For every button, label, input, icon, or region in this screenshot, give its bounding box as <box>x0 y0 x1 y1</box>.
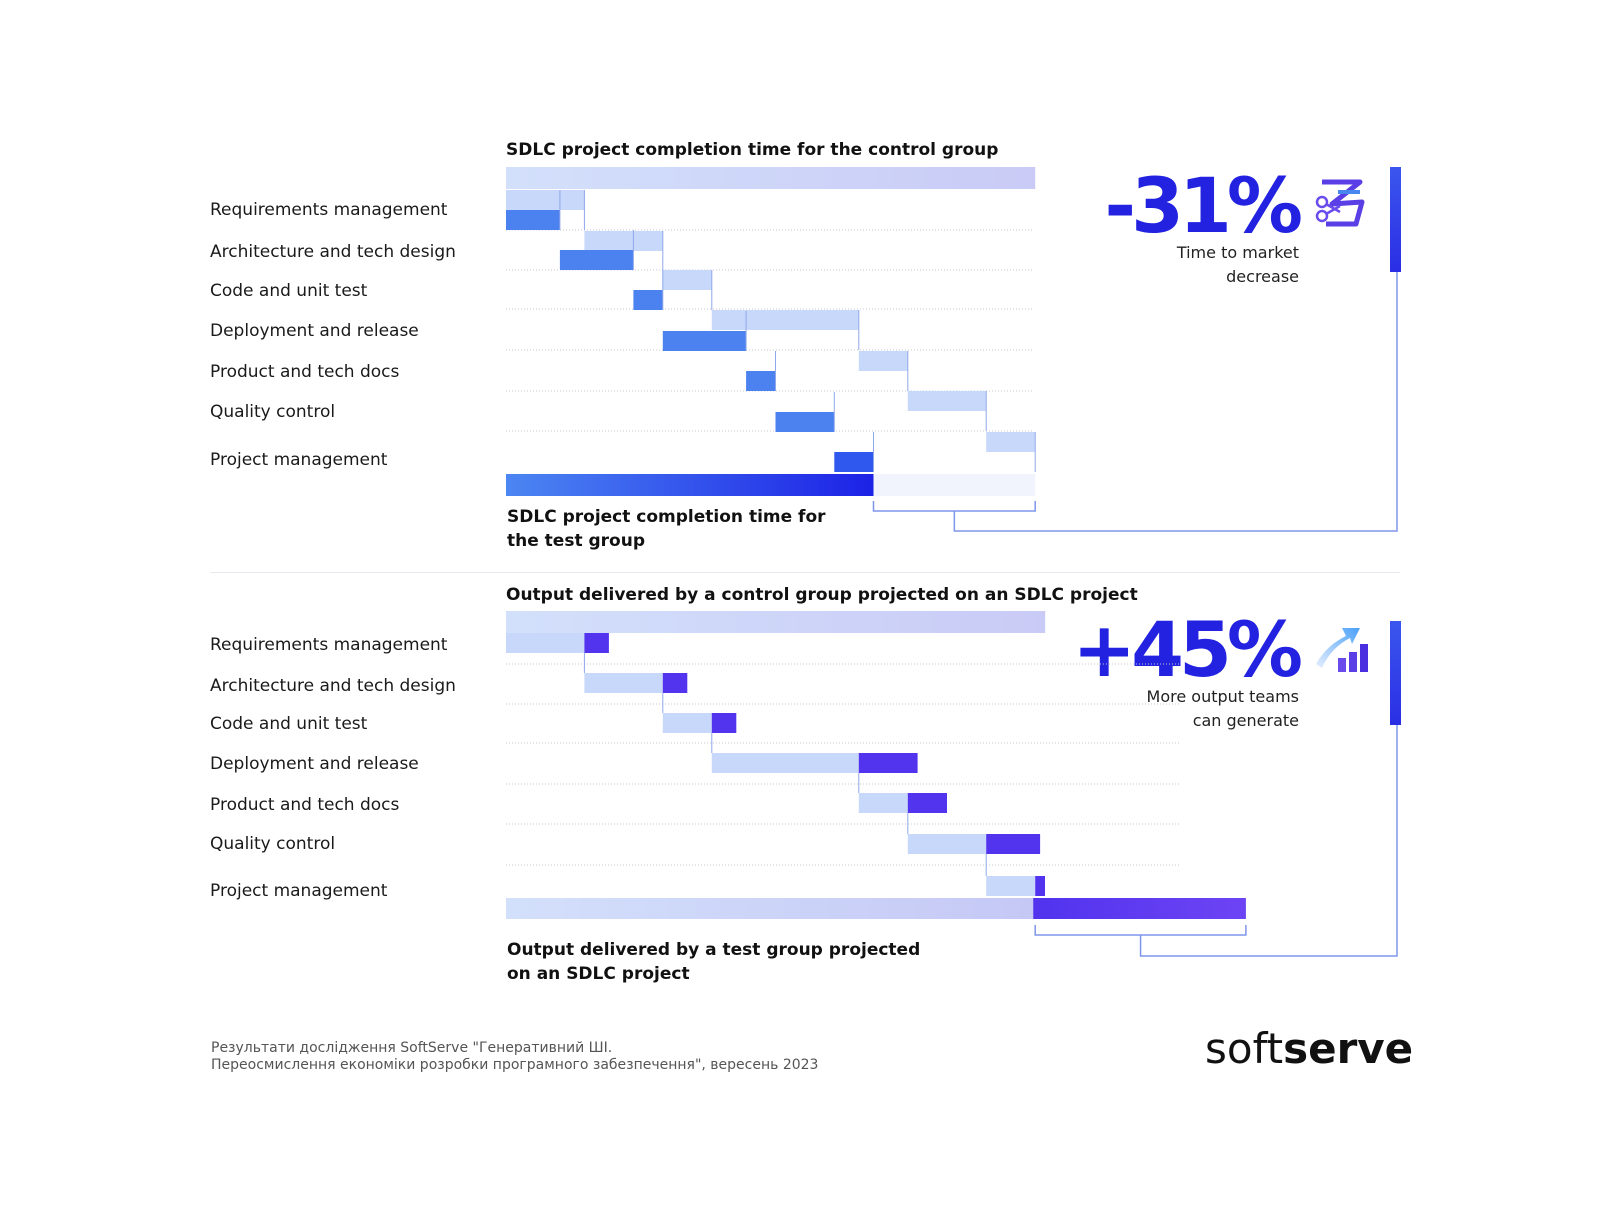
bottom-gantt <box>506 611 1401 957</box>
top-row-label: Deployment and release <box>210 321 419 341</box>
bottom-stat: +45% <box>1072 605 1303 694</box>
top-gantt <box>506 167 1401 532</box>
bottom-stat-caption-line: More output teams <box>1146 687 1299 706</box>
control-bar <box>711 753 859 773</box>
scissors-clock-icon <box>1315 179 1365 227</box>
test-bar <box>834 452 874 472</box>
top-row-label: Project management <box>210 450 388 470</box>
bottom-row-label: Quality control <box>210 834 336 854</box>
control-bar <box>506 190 585 210</box>
top-stat-caption: Time to market decrease <box>1177 241 1299 289</box>
growth-bars-icon <box>1316 628 1368 672</box>
top-stat: -31% <box>1104 161 1303 250</box>
footnote: Результати дослідження SoftServe "Генера… <box>211 1040 818 1074</box>
control-bar <box>907 391 987 411</box>
control-bar <box>662 713 712 733</box>
control-total-bar <box>506 898 1034 919</box>
control-total-bar <box>506 611 1046 633</box>
top-row-label: Requirements management <box>210 200 448 220</box>
control-bar <box>986 876 1036 896</box>
bottom-bottom-caption-line: on an SDLC project <box>507 964 690 984</box>
control-bar <box>858 351 908 371</box>
top-row-label: Quality control <box>210 402 336 422</box>
control-bar <box>986 432 1036 452</box>
top-bottom-caption-line: the test group <box>507 531 646 551</box>
control-bar <box>858 793 908 813</box>
bottom-bottom-caption: Output delivered by a test group project… <box>507 938 920 986</box>
control-total-bar <box>506 167 1036 189</box>
softserve-logo: softserve <box>1205 1028 1413 1070</box>
top-row-label: Product and tech docs <box>210 362 400 382</box>
additional-output-bar <box>662 673 688 693</box>
bottom-row-label: Architecture and tech design <box>210 676 456 696</box>
footnote-line: Результати дослідження SoftServe "Генера… <box>211 1040 613 1056</box>
stat-connector <box>1139 621 1398 957</box>
bottom-row-label: Project management <box>210 881 388 901</box>
bottom-bottom-caption-line: Output delivered by a test group project… <box>507 940 921 960</box>
section-divider <box>210 572 1400 573</box>
control-bar <box>907 834 987 854</box>
stat-accent-bar <box>1390 167 1401 272</box>
control-bar <box>662 270 712 290</box>
saved-time-bar <box>873 474 1036 496</box>
test-bar <box>506 210 560 230</box>
test-bar <box>746 371 776 391</box>
additional-output-bar <box>907 793 947 813</box>
control-bar <box>506 633 585 653</box>
bottom-row-label: Requirements management <box>210 635 448 655</box>
control-bar <box>584 673 663 693</box>
top-stat-caption-line: Time to market <box>1176 243 1299 262</box>
control-bar <box>584 231 663 251</box>
bottom-row-label: Code and unit test <box>210 714 368 734</box>
test-bar <box>633 290 663 310</box>
top-row-label: Code and unit test <box>210 281 368 301</box>
top-bottom-caption-line: SDLC project completion time for <box>507 507 826 527</box>
control-bar <box>711 310 859 330</box>
test-total-bar <box>1033 898 1246 919</box>
logo-bold: serve <box>1283 1024 1414 1073</box>
top-stat-caption-line: decrease <box>1226 267 1299 286</box>
additional-output-bar <box>584 633 609 653</box>
additional-output-bar <box>858 753 918 773</box>
extra-output-bracket <box>1034 925 1247 936</box>
bottom-row-label: Product and tech docs <box>210 795 400 815</box>
logo-light: soft <box>1205 1024 1284 1073</box>
bottom-row-label: Deployment and release <box>210 754 419 774</box>
top-row-label: Architecture and tech design <box>210 242 456 262</box>
additional-output-bar <box>1035 876 1045 896</box>
test-bar <box>775 412 835 432</box>
stat-connector <box>953 167 1398 532</box>
footnote-line: Переосмислення економіки розробки програ… <box>211 1057 819 1073</box>
bottom-chart-title: Output delivered by a control group proj… <box>506 585 1138 605</box>
additional-output-bar <box>986 834 1041 854</box>
top-chart-title: SDLC project completion time for the con… <box>506 140 999 160</box>
test-bar <box>559 250 634 270</box>
icons <box>1315 179 1368 672</box>
test-total-bar <box>506 474 874 496</box>
bottom-stat-caption-line: can generate <box>1192 711 1299 730</box>
stat-accent-bar <box>1390 621 1401 725</box>
top-bottom-caption: SDLC project completion time for the tes… <box>507 505 826 553</box>
additional-output-bar <box>711 713 737 733</box>
saved-time-bracket <box>872 501 1036 512</box>
bottom-stat-caption: More output teams can generate <box>1147 685 1299 733</box>
test-bar <box>662 331 747 351</box>
